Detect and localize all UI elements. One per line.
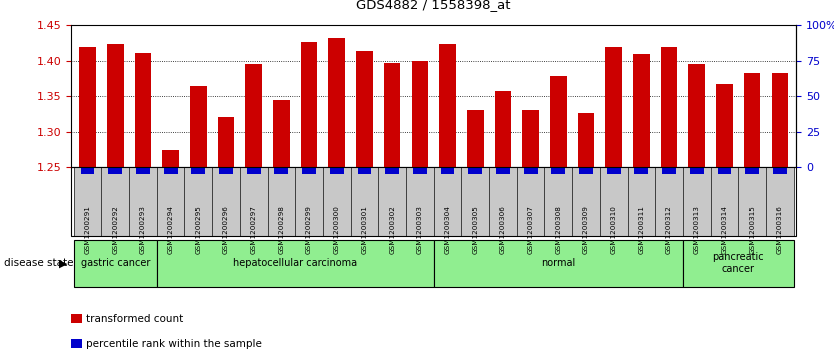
- Text: GSM1200303: GSM1200303: [417, 205, 423, 254]
- Text: GSM1200298: GSM1200298: [279, 205, 284, 254]
- Bar: [605, 46, 622, 363]
- Bar: [633, 54, 650, 363]
- Bar: [688, 64, 705, 363]
- Text: GDS4882 / 1558398_at: GDS4882 / 1558398_at: [356, 0, 511, 11]
- Text: normal: normal: [541, 258, 575, 268]
- Text: GSM1200308: GSM1200308: [555, 205, 561, 254]
- Text: percentile rank within the sample: percentile rank within the sample: [86, 339, 262, 349]
- Bar: [384, 63, 400, 363]
- Text: transformed count: transformed count: [86, 314, 183, 324]
- Bar: [495, 90, 511, 363]
- Text: GSM1200305: GSM1200305: [472, 205, 478, 254]
- Text: GSM1200312: GSM1200312: [666, 205, 672, 254]
- Text: GSM1200300: GSM1200300: [334, 205, 339, 254]
- Text: GSM1200293: GSM1200293: [140, 205, 146, 254]
- Bar: [107, 44, 123, 363]
- Text: GSM1200304: GSM1200304: [445, 205, 450, 254]
- Text: GSM1200311: GSM1200311: [638, 205, 645, 254]
- Bar: [190, 86, 207, 363]
- Text: GSM1200313: GSM1200313: [694, 205, 700, 254]
- Bar: [356, 51, 373, 363]
- Bar: [218, 117, 234, 363]
- Text: GSM1200296: GSM1200296: [223, 205, 229, 254]
- Text: disease state: disease state: [4, 258, 73, 268]
- Bar: [245, 64, 262, 363]
- Text: ▶: ▶: [59, 258, 68, 268]
- Text: pancreatic
cancer: pancreatic cancer: [712, 252, 764, 274]
- Bar: [744, 73, 761, 363]
- Bar: [716, 84, 733, 363]
- Text: GSM1200314: GSM1200314: [721, 205, 727, 254]
- Text: GSM1200299: GSM1200299: [306, 205, 312, 254]
- Text: GSM1200310: GSM1200310: [610, 205, 616, 254]
- Text: GSM1200306: GSM1200306: [500, 205, 506, 254]
- Text: GSM1200315: GSM1200315: [749, 205, 755, 254]
- Bar: [134, 53, 151, 363]
- Text: GSM1200295: GSM1200295: [195, 205, 201, 254]
- Bar: [467, 110, 484, 363]
- Bar: [771, 73, 788, 363]
- Text: GSM1200302: GSM1200302: [389, 205, 395, 254]
- Bar: [273, 101, 289, 363]
- Text: GSM1200292: GSM1200292: [113, 205, 118, 254]
- Text: GSM1200309: GSM1200309: [583, 205, 589, 254]
- Bar: [79, 47, 96, 363]
- Bar: [411, 61, 428, 363]
- Text: GSM1200307: GSM1200307: [528, 205, 534, 254]
- Text: gastric cancer: gastric cancer: [81, 258, 150, 268]
- Text: GSM1200291: GSM1200291: [84, 205, 91, 254]
- Bar: [163, 150, 179, 363]
- Bar: [578, 113, 595, 363]
- Bar: [522, 110, 539, 363]
- Bar: [550, 76, 566, 363]
- Text: GSM1200301: GSM1200301: [361, 205, 368, 254]
- Text: hepatocellular carcinoma: hepatocellular carcinoma: [234, 258, 357, 268]
- Bar: [301, 42, 318, 363]
- Text: GSM1200316: GSM1200316: [776, 205, 783, 254]
- Text: GSM1200297: GSM1200297: [251, 205, 257, 254]
- Bar: [329, 38, 345, 363]
- Bar: [661, 46, 677, 363]
- Text: GSM1200294: GSM1200294: [168, 205, 173, 254]
- Bar: [440, 44, 456, 363]
